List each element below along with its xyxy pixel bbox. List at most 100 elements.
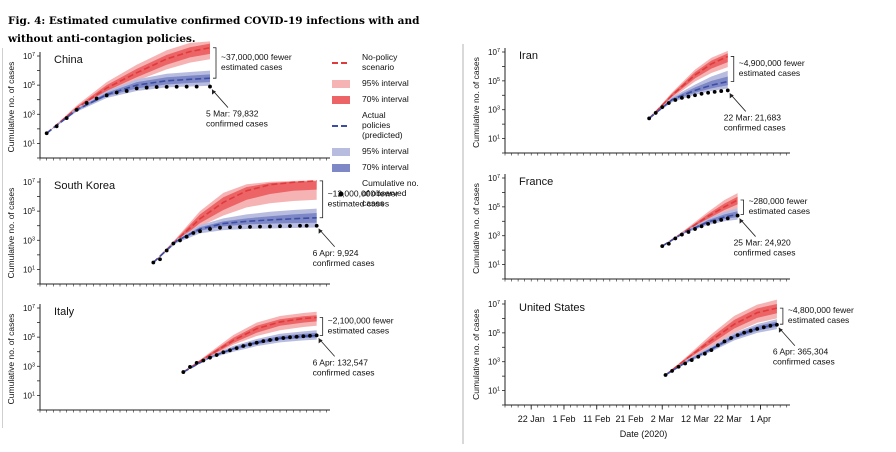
observed-point: [201, 358, 206, 363]
observed-point: [314, 223, 319, 228]
x-tick-label: 21 Feb: [615, 414, 643, 424]
arrow-head: [778, 327, 783, 333]
observed-point: [208, 227, 212, 231]
observed-point: [699, 224, 704, 229]
no-policy-95-band: [153, 180, 317, 263]
observed-point: [178, 238, 182, 243]
y-tick-label: 101: [23, 139, 35, 148]
observed-point: [768, 323, 773, 328]
observed-point: [716, 343, 720, 348]
y-tick-label: 105: [488, 77, 500, 86]
fewer-cases-annotation: ~4,900,000 fewer estimated cases: [739, 58, 805, 78]
observed-point: [278, 224, 282, 229]
legend-swatch-box: [332, 164, 350, 172]
observed-point: [679, 232, 684, 237]
observed-point: [208, 84, 212, 89]
annotation-arrow: [729, 93, 747, 112]
panel-country-title: China: [54, 54, 84, 66]
observed-point: [288, 335, 292, 340]
observed-point: [725, 88, 730, 93]
observed-point: [706, 90, 711, 95]
no-policy-70-band: [46, 43, 210, 134]
y-tick-label: 103: [488, 358, 500, 367]
annotation-arrow: [211, 89, 229, 108]
observed-point: [301, 334, 306, 339]
y-tick-label: 107: [488, 174, 500, 183]
observed-point: [686, 94, 691, 99]
legend: No-policy scenario 95% interval 70% interva…: [332, 52, 419, 208]
y-tick-label: 105: [23, 333, 35, 342]
observed-point: [154, 85, 159, 89]
arrow-head: [318, 228, 323, 234]
arrow-head: [739, 218, 744, 224]
observed-point: [171, 241, 176, 246]
observed-point: [735, 333, 740, 338]
legend-label: 95% interval: [362, 78, 409, 88]
fewer-cases-annotation: ~280,000 fewer estimated cases: [749, 196, 810, 216]
observed-point: [748, 328, 753, 333]
observed-point: [248, 342, 252, 347]
observed-point: [258, 224, 262, 229]
y-tick-label: 107: [23, 52, 35, 61]
observed-point: [208, 355, 212, 360]
actual-policy-line: [661, 213, 738, 247]
no-policy-95-band: [46, 41, 210, 134]
y-axis-label: Cumulative no. of cases: [6, 314, 16, 405]
actual-policy-95-band: [46, 70, 210, 134]
observed-point: [268, 338, 272, 342]
x-tick-label: 22 Mar: [714, 414, 742, 424]
actual-policy-95-band: [183, 330, 317, 373]
no-policy-70-band: [649, 53, 728, 119]
legend-label: 70% interval: [362, 94, 409, 104]
observed-point: [294, 334, 299, 339]
observed-point: [254, 340, 259, 345]
confirmed-cases-annotation: 6 Apr: 132,547 confirmed cases: [313, 357, 375, 377]
panel-country-title: United States: [519, 302, 586, 314]
observed-point: [268, 224, 272, 229]
x-tick-label: 22 Jan: [518, 414, 545, 424]
y-tick-label: 103: [23, 110, 35, 119]
legend-swatch-box: [332, 148, 350, 156]
legend-label: Actual policies (predicted): [362, 110, 403, 140]
observed-point: [673, 98, 678, 102]
observed-point: [735, 213, 740, 218]
observed-point: [124, 89, 129, 93]
arrow-head: [318, 338, 323, 344]
observed-point: [104, 93, 109, 98]
arrow-head: [729, 93, 734, 99]
annotation-arrow: [778, 327, 796, 347]
legend-label: Cumulative no. of observed cases: [362, 178, 419, 208]
no-policy-95-band: [183, 311, 317, 373]
observed-point: [663, 373, 668, 377]
bracket: [779, 307, 784, 325]
panel-united-states: 101 103 105 107 Cumulative no. of cases 22 Ja…: [471, 299, 854, 439]
y-tick-label: 107: [488, 300, 500, 309]
observed-point: [164, 248, 169, 253]
observed-point: [699, 91, 704, 96]
y-tick-label: 103: [488, 106, 500, 115]
observed-point: [722, 339, 727, 344]
fewer-cases-annotation: ~2,100,000 fewer estimated cases: [328, 315, 394, 335]
bracket: [740, 199, 744, 215]
observed-point: [74, 107, 79, 112]
fewer-cases-annotation: ~37,000,000 fewer estimated cases: [221, 52, 292, 72]
observed-point: [134, 86, 139, 91]
no-policy-line: [152, 180, 317, 264]
x-axis-label: Date (2020): [620, 429, 668, 439]
arrow-head: [212, 89, 216, 95]
observed-point: [84, 101, 89, 105]
panel-south-korea: 101 103 105 107 Cumulative no. of cases South…: [6, 178, 398, 287]
y-tick-label: 105: [23, 81, 35, 90]
y-axis-label: Cumulative no. of cases: [6, 62, 16, 153]
bracket: [730, 56, 735, 82]
observed-point: [238, 225, 242, 229]
x-tick-label: 2 Mar: [651, 414, 674, 424]
observed-point: [191, 231, 196, 235]
observed-point: [712, 89, 717, 94]
observed-point: [761, 325, 766, 330]
observed-point: [44, 131, 49, 136]
y-tick-label: 101: [23, 265, 35, 274]
x-tick-label: 11 Feb: [583, 414, 610, 424]
y-tick-label: 103: [488, 232, 500, 241]
observed-point: [666, 101, 671, 105]
